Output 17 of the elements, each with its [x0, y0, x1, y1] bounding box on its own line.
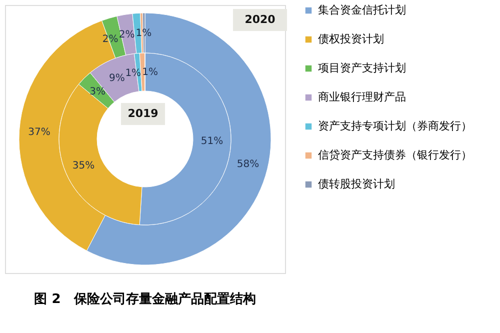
legend-label: 债权投资计划 — [318, 32, 384, 46]
data-label: 9% — [109, 73, 125, 84]
legend-label: 集合资金信托计划 — [318, 4, 406, 16]
data-label: 1% — [125, 68, 142, 80]
data-label: 35% — [72, 160, 95, 172]
slice-label: 2019 — [128, 107, 158, 120]
legend-label: 商业银行理财产品 — [318, 90, 406, 104]
slice-label: 2020 — [244, 13, 276, 26]
data-label: 51% — [200, 136, 224, 148]
text: 图 2 保险公司存量金融产品配置结构 — [34, 291, 256, 307]
data-label: 58% — [236, 159, 260, 170]
legend-label: 信贷资产支持债券（银行发行） — [318, 148, 472, 162]
data-label: 37% — [28, 127, 50, 138]
legend-label: 资产支持专项计划（券商发行） — [318, 120, 472, 132]
legend-label: 债转股投资计划 — [318, 178, 395, 190]
data-label: 3% — [90, 86, 106, 98]
legend-label: 项目资产支持计划 — [318, 62, 406, 74]
